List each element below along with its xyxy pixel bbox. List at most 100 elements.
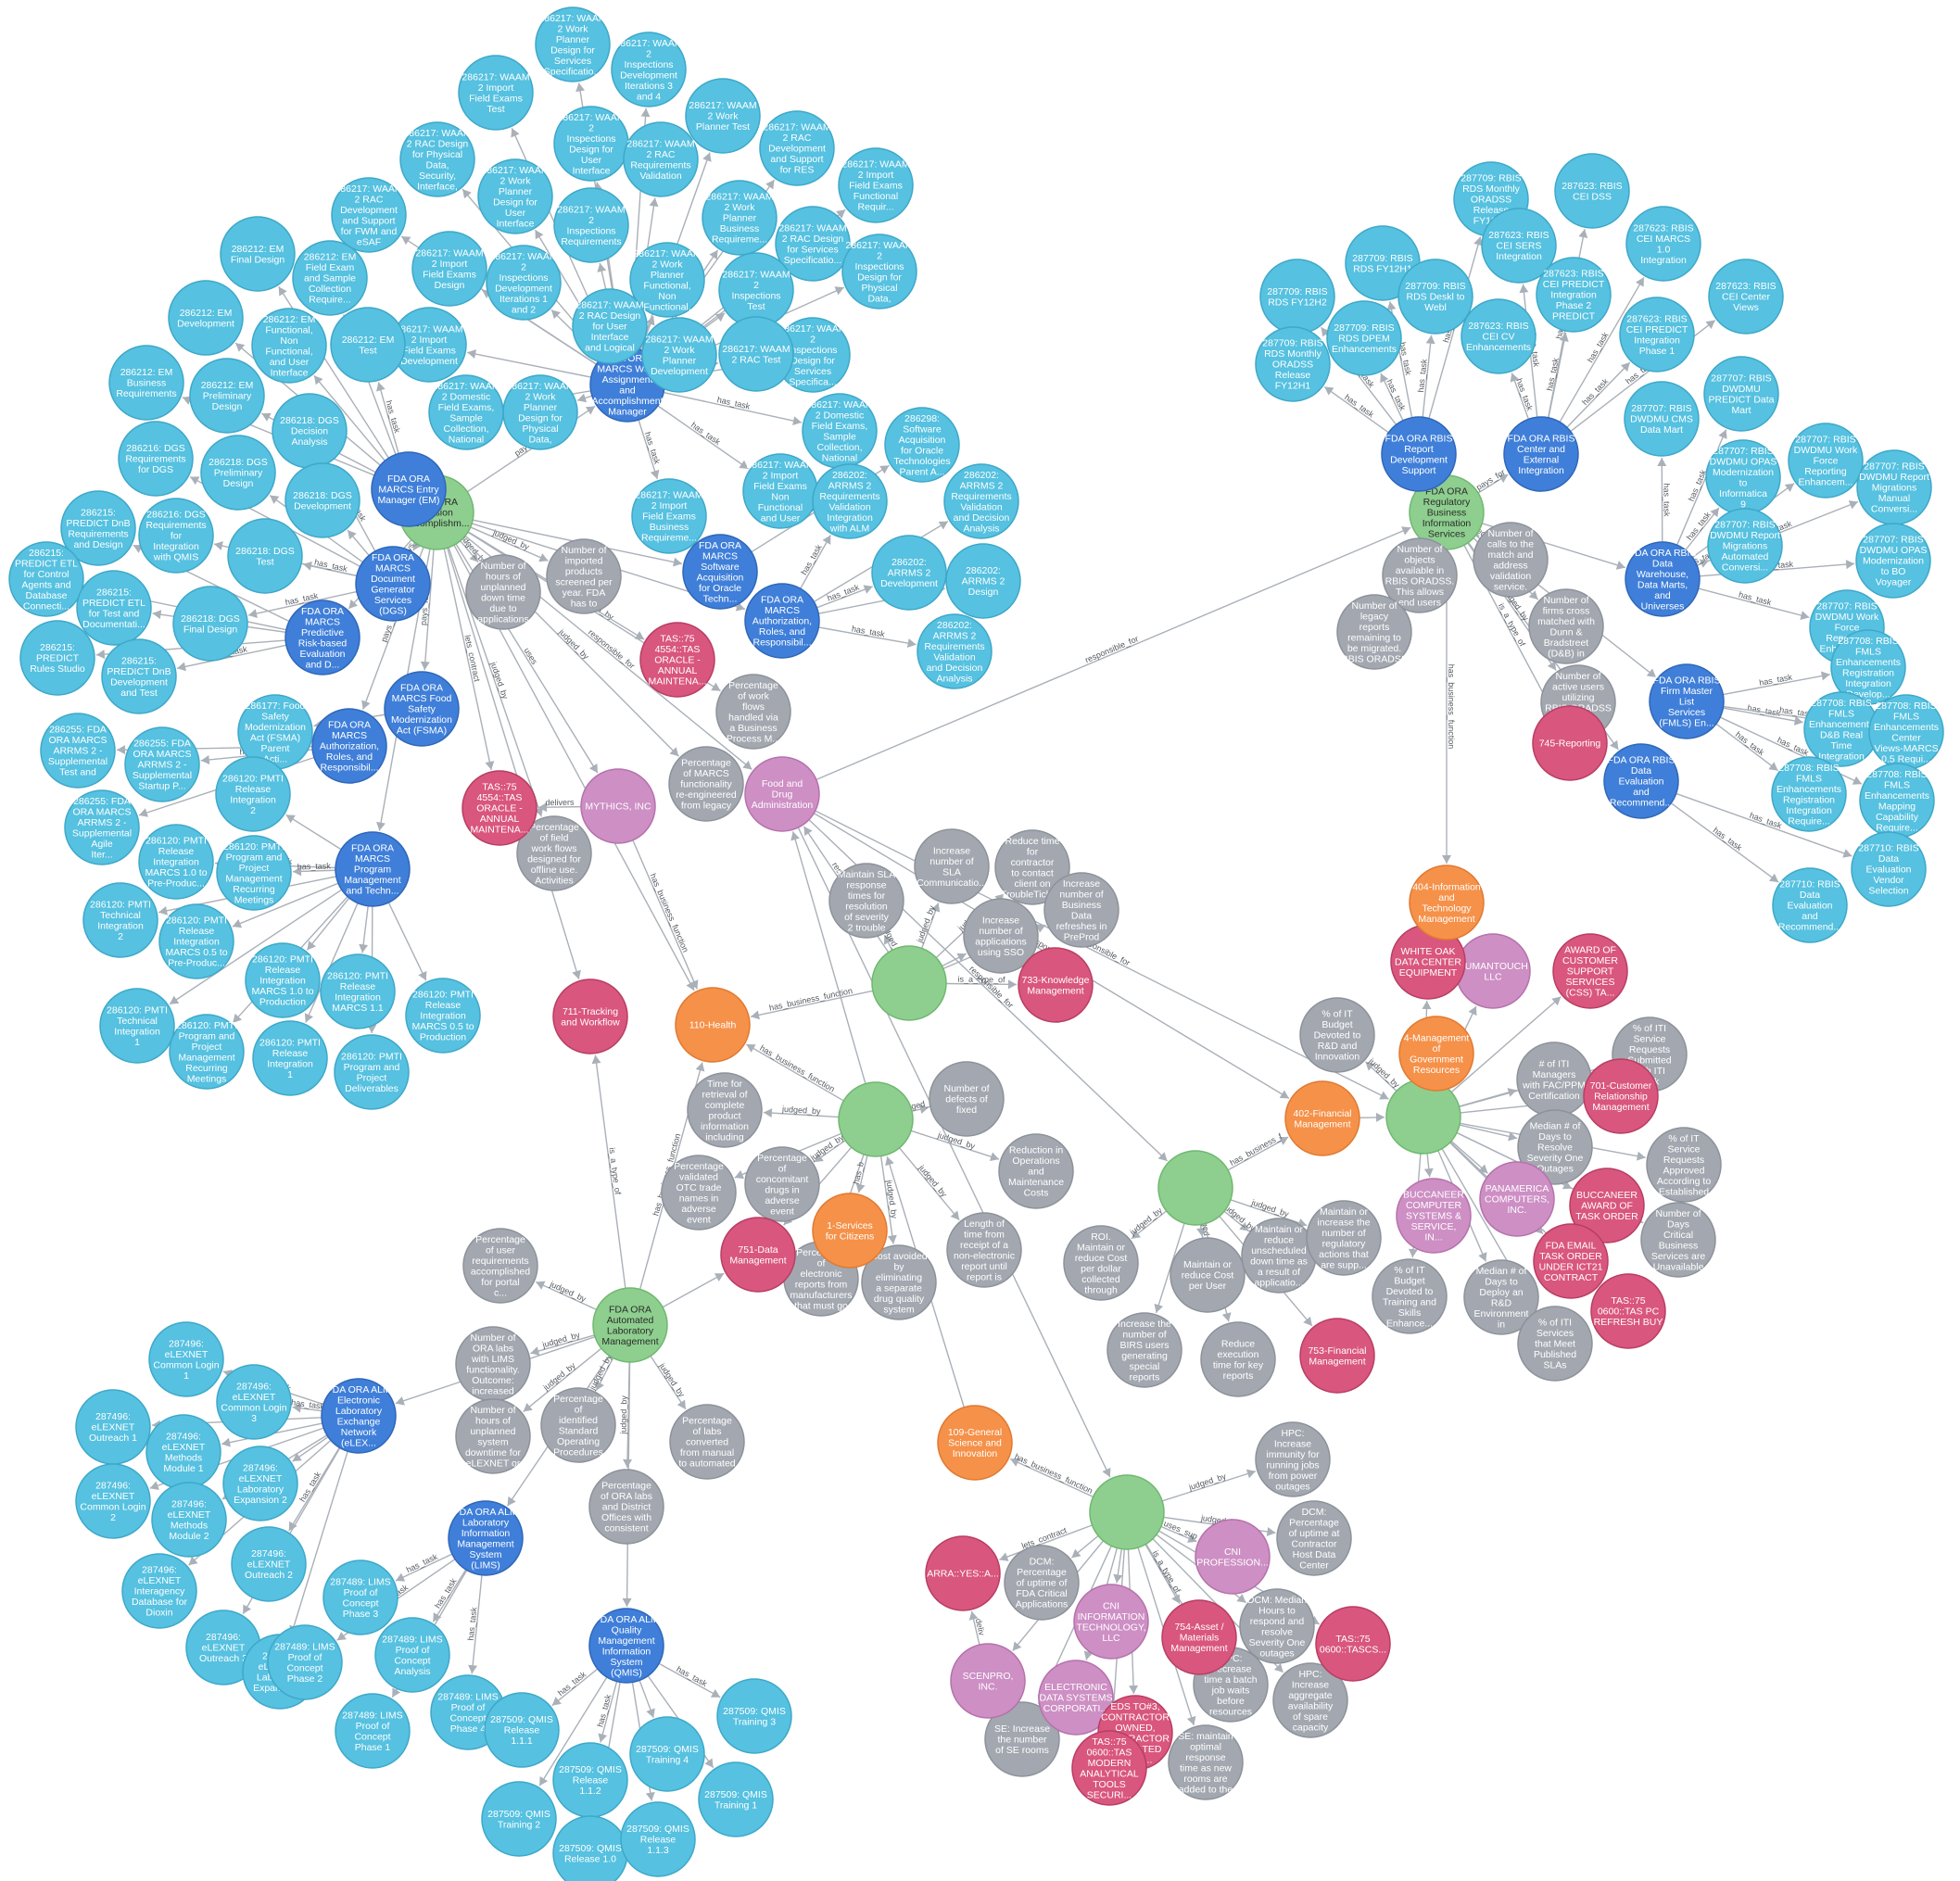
node-task-m6[interactable]: 286120: PMTI Release Integration MARCS 1.0 … xyxy=(245,942,321,1018)
node-org-humantouch[interactable]: HUMANTOUCH LLC xyxy=(1455,933,1531,1009)
node-circle[interactable] xyxy=(1528,588,1604,664)
node-circle[interactable] xyxy=(405,978,481,1054)
node-task-e7[interactable]: 286212: EM Preliminary Design xyxy=(189,358,265,434)
node-task-w18[interactable]: 286217: WAAM 2 Import Field Exams Developme… xyxy=(391,307,467,383)
node-circle[interactable] xyxy=(1106,1312,1182,1388)
node-measure-lm2[interactable]: Number of ORA labs with LIMS functionality.… xyxy=(455,1326,531,1402)
node-circle[interactable] xyxy=(1018,947,1094,1023)
node-task-w29[interactable]: 286217: WAAM 2 Import Field Exams Business R… xyxy=(631,478,707,554)
node-task-e1[interactable]: 286212: EM Final Design xyxy=(220,216,296,292)
node-circle[interactable] xyxy=(1089,1474,1165,1550)
node-circle[interactable] xyxy=(1276,1500,1352,1576)
node-task-l1[interactable]: 287496: eLEXNET Common Login 1 xyxy=(148,1321,224,1397)
node-circle[interactable] xyxy=(629,1716,705,1792)
node-measure-hm2[interactable]: Increase number of SLA Communicatio... xyxy=(914,828,990,904)
node-circle[interactable] xyxy=(1195,1519,1271,1595)
node-circle[interactable] xyxy=(698,1761,774,1837)
node-measure-fm1[interactable]: ROI. Maintain or reduce Cost per dollar coll… xyxy=(1063,1225,1139,1301)
node-circle[interactable] xyxy=(720,1217,796,1293)
node-task-x4[interactable]: 287707: RBIS DWDMU OPAS Modernization to Inf… xyxy=(1705,439,1781,515)
node-circle[interactable] xyxy=(108,345,184,421)
node-circle[interactable] xyxy=(138,824,214,900)
node-circle[interactable] xyxy=(611,32,687,107)
node-task-s1[interactable]: 286298: Software Acquisition for Oracle Tech… xyxy=(884,407,960,483)
node-circle[interactable] xyxy=(1397,259,1473,335)
node-circle[interactable] xyxy=(371,451,447,527)
node-circle[interactable] xyxy=(1315,1606,1391,1682)
node-measure-hm5[interactable]: Increase number of Business Data refreshes i… xyxy=(1043,872,1119,948)
node-circle[interactable] xyxy=(1649,663,1725,739)
node-task-w15[interactable]: 286217: WAAM 2 Inspections Development Itera… xyxy=(486,245,562,321)
node-circle[interactable] xyxy=(220,216,296,292)
node-circle[interactable] xyxy=(465,554,541,630)
node-task-w25[interactable]: 286217: WAAM 2 Domestic Field Exams, Sample… xyxy=(428,374,504,450)
node-contract-c711[interactable]: 711-Tracking and Workflow xyxy=(552,978,628,1054)
node-function-f404[interactable]: 404-Information and Technology Management xyxy=(1409,865,1485,940)
node-circle[interactable] xyxy=(1569,1168,1645,1243)
node-circle[interactable] xyxy=(76,570,152,646)
node-task-d1[interactable]: 286218: DGS Decision Analysis xyxy=(272,393,348,469)
node-task-l4[interactable]: 287496: eLEXNET Methods Module 1 xyxy=(145,1414,221,1490)
node-circle[interactable] xyxy=(929,1061,1005,1137)
node-circle[interactable] xyxy=(828,863,904,939)
node-circle[interactable] xyxy=(227,518,303,594)
node-circle[interactable] xyxy=(231,1526,307,1602)
node-circle[interactable] xyxy=(455,1398,531,1474)
node-circle[interactable] xyxy=(1272,1662,1348,1738)
node-circle[interactable] xyxy=(458,55,534,131)
node-measure-im4[interactable]: Median # of Days to Resolve Severity One Out… xyxy=(1517,1109,1593,1185)
node-task-b3[interactable]: 287709: RBIS RDS FY12H2 xyxy=(1259,259,1335,335)
node-measure-im6[interactable]: Number of Days Critical Business Services ar… xyxy=(1640,1202,1716,1278)
node-circle[interactable] xyxy=(1396,1178,1472,1254)
node-task-m4[interactable]: 286120: PMTI Technical Integration 2 xyxy=(82,882,158,958)
node-circle[interactable] xyxy=(1851,831,1927,907)
node-circle[interactable] xyxy=(484,1692,560,1768)
node-measure-rm1[interactable]: Number of objects available in RBIS ORADSS.… xyxy=(1382,537,1458,613)
node-system-swacq[interactable]: FDA ORA MARCS Software Acquisition for Oracl… xyxy=(682,534,758,610)
node-org-cniprof[interactable]: CNI PROFESSION... xyxy=(1195,1519,1271,1595)
node-contract-c733[interactable]: 733-Knowledge Management xyxy=(1018,947,1094,1023)
node-measure-cm6[interactable]: Length of time from receipt of a non-electr… xyxy=(946,1212,1022,1288)
node-system-rbisde[interactable]: FDA ORA RBIS Data Evaluation and Recommend..… xyxy=(1603,743,1679,819)
node-contract-tascs[interactable]: TAS::75 0600::TASCS... xyxy=(1315,1606,1391,1682)
node-circle[interactable] xyxy=(60,490,136,566)
node-circle[interactable] xyxy=(775,206,851,282)
node-measure-fm4[interactable]: Maintain or increase the number of regulato… xyxy=(1306,1200,1382,1276)
node-circle[interactable] xyxy=(215,756,291,832)
node-circle[interactable] xyxy=(251,308,327,384)
node-system-fsma[interactable]: FDA ORA MARCS Food Safety Modernization Act … xyxy=(384,671,460,747)
node-task-m11[interactable]: 286120: PMTI Release Integration 1 xyxy=(252,1020,328,1096)
node-task-m9[interactable]: 286120: PMTI Technical Integration 1 xyxy=(99,988,175,1064)
node-circle[interactable] xyxy=(984,1701,1060,1777)
node-circle[interactable] xyxy=(462,1228,538,1304)
node-circle[interactable] xyxy=(1473,522,1549,598)
node-circle[interactable] xyxy=(588,1608,664,1684)
node-system-lims[interactable]: FDA ORA ALM Laboratory Information Manageme… xyxy=(448,1500,524,1576)
node-contract-c751[interactable]: 751-Data Management xyxy=(720,1217,796,1293)
node-task-f1[interactable]: 286177: Food Safety Modernization Act (FSMA… xyxy=(237,694,313,770)
node-circle[interactable] xyxy=(292,240,368,316)
node-task-l5[interactable]: 287496: eLEXNET Common Login 2 xyxy=(75,1463,151,1539)
node-circle[interactable] xyxy=(1461,298,1536,374)
node-measure-lm5[interactable]: Percentage of ORA labs and District Offices… xyxy=(588,1469,664,1545)
node-measure-sm7[interactable]: SE: Increase the number of SE rooms xyxy=(984,1701,1060,1777)
node-circle[interactable] xyxy=(1299,1318,1375,1394)
node-circle[interactable] xyxy=(1533,1223,1609,1299)
node-measure-im9[interactable]: % of ITI Services that Meet Published SLAs xyxy=(1517,1306,1593,1382)
node-measure-im7[interactable]: % of IT Budget Devoted to Training and Skill… xyxy=(1372,1258,1448,1334)
node-task-r4[interactable]: 286202: ARRMS 2 Design xyxy=(945,543,1021,619)
node-measure-im1[interactable]: % of IT Budget Devoted to R&D and Innovation xyxy=(1299,997,1375,1073)
node-circle[interactable] xyxy=(8,541,84,617)
node-task-q2[interactable]: 287509: QMIS Training 3 xyxy=(716,1678,792,1754)
node-system-pmti[interactable]: FDA ORA MARCS Program Management and Techn..… xyxy=(335,831,411,907)
node-circle[interactable] xyxy=(1255,326,1331,402)
node-circle[interactable] xyxy=(216,835,292,911)
node-task-w13[interactable]: 286217: WAAM 2 Import Field Exams Functiona… xyxy=(838,147,914,223)
node-task-x5[interactable]: 287707: RBIS DWDMU Report Migrations Manual… xyxy=(1856,449,1932,525)
node-circle[interactable] xyxy=(411,231,487,307)
node-circle[interactable] xyxy=(963,898,1039,974)
node-task-c7[interactable]: 287623: RBIS CEI PREDICT Integration Phase … xyxy=(1619,297,1695,372)
node-circle[interactable] xyxy=(1855,523,1931,599)
node-org-cniinfo[interactable]: CNI INFORMATION TECHNOLOGY, LLC xyxy=(1073,1584,1149,1660)
node-measure-lm3[interactable]: Number of hours of unplanned system downtime… xyxy=(455,1398,531,1474)
